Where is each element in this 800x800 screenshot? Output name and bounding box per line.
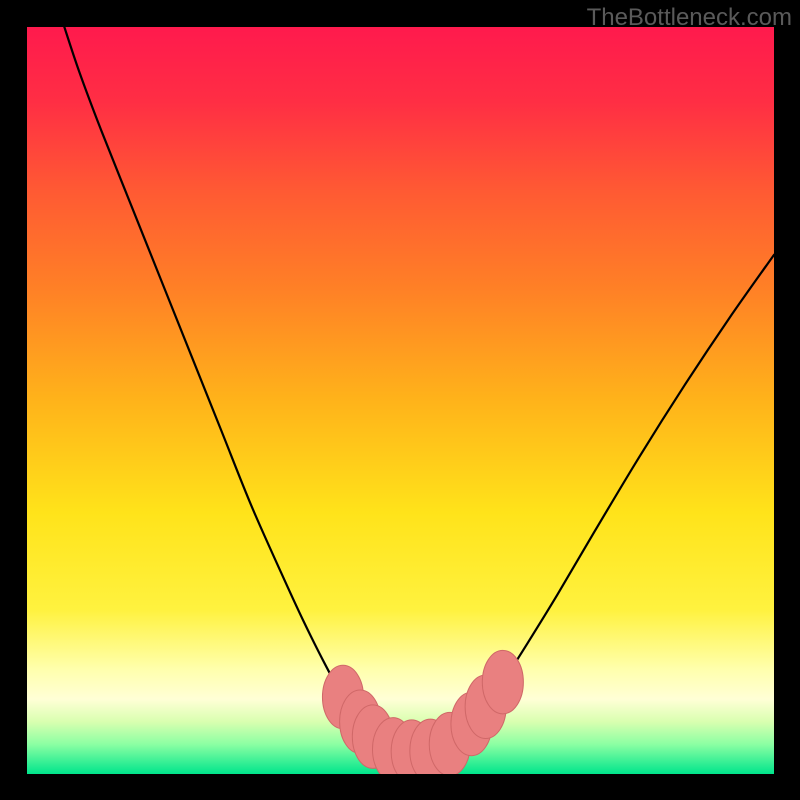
- chart-container: TheBottleneck.com: [0, 0, 800, 800]
- marker-point: [482, 650, 523, 713]
- chart-svg: [27, 27, 774, 774]
- plot-area: [27, 27, 774, 774]
- watermark-text: TheBottleneck.com: [587, 4, 792, 32]
- gradient-background: [27, 27, 774, 774]
